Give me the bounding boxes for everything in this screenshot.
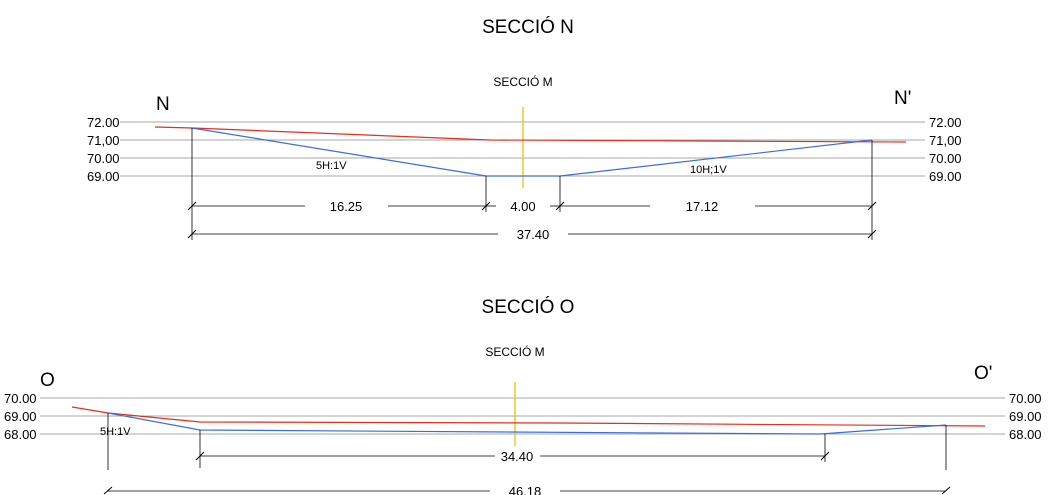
section-o-dim-34-40: 34.40	[501, 449, 534, 464]
section-o: SECCIÓ O SECCIÓ M O O' 70.00 69.00 68.00…	[4, 296, 1042, 495]
section-n-elev-left-70: 70.00	[87, 151, 120, 166]
section-n-elev-right-70: 70.00	[929, 151, 962, 166]
section-n-axis-label: SECCIÓ M	[493, 74, 552, 89]
section-o-terrain-line	[71, 406, 986, 427]
section-o-tick-1	[195, 451, 205, 461]
section-o-slope-left: 5H:1V	[100, 426, 131, 438]
section-n-tick-1	[187, 201, 197, 211]
section-n-tick-6	[867, 229, 877, 239]
section-o-elev-left-69: 69.00	[4, 409, 37, 424]
section-n-dim-17-12: 17.12	[686, 199, 719, 214]
section-n-dim-16-25: 16.25	[330, 199, 363, 214]
section-n-dim-37-40: 37.40	[517, 227, 550, 242]
section-n-dim-4-00: 4.00	[510, 199, 535, 214]
section-o-dim-46-18: 46.18	[509, 484, 542, 495]
section-o-channel-line	[107, 412, 947, 435]
section-n-slope-right: 10H;1V	[690, 164, 727, 176]
section-n-channel-line	[191, 127, 873, 177]
section-n-terrain-line	[154, 126, 907, 143]
section-o-right-mark: O'	[974, 363, 992, 384]
section-o-tick-2	[820, 451, 830, 461]
section-o-tick-4	[941, 486, 951, 495]
section-n-left-mark: N	[156, 94, 170, 115]
section-o-elev-right-69: 69.00	[1009, 409, 1042, 424]
section-n: SECCIÓ N SECCIÓ M N N' 72.00 71,00 70.00…	[87, 16, 962, 242]
section-n-elev-left-71: 71,00	[87, 133, 120, 148]
section-n-tick-4	[867, 201, 877, 211]
section-n-elev-left-69: 69.00	[87, 169, 120, 184]
section-n-right-mark: N'	[894, 88, 911, 109]
section-o-title: SECCIÓ O	[482, 296, 575, 318]
section-n-tick-2	[481, 201, 491, 211]
section-o-elev-left-68: 68.00	[4, 427, 37, 442]
section-n-title: SECCIÓ N	[482, 16, 574, 38]
section-n-tick-5	[187, 229, 197, 239]
section-n-tick-3	[555, 201, 565, 211]
section-n-slope-left: 5H:1V	[316, 160, 347, 172]
section-n-elev-right-69: 69.00	[929, 169, 962, 184]
section-o-left-mark: O	[40, 370, 55, 391]
section-o-axis-label: SECCIÓ M	[485, 344, 544, 359]
section-o-elev-right-68: 68.00	[1009, 427, 1042, 442]
section-n-elev-right-71: 71,00	[929, 133, 962, 148]
section-o-elev-right-70: 70.00	[1009, 391, 1042, 406]
section-n-elev-left-72: 72.00	[87, 115, 120, 130]
section-n-elev-right-72: 72.00	[929, 115, 962, 130]
section-o-tick-3	[103, 486, 113, 495]
section-o-elev-left-70: 70.00	[4, 391, 37, 406]
